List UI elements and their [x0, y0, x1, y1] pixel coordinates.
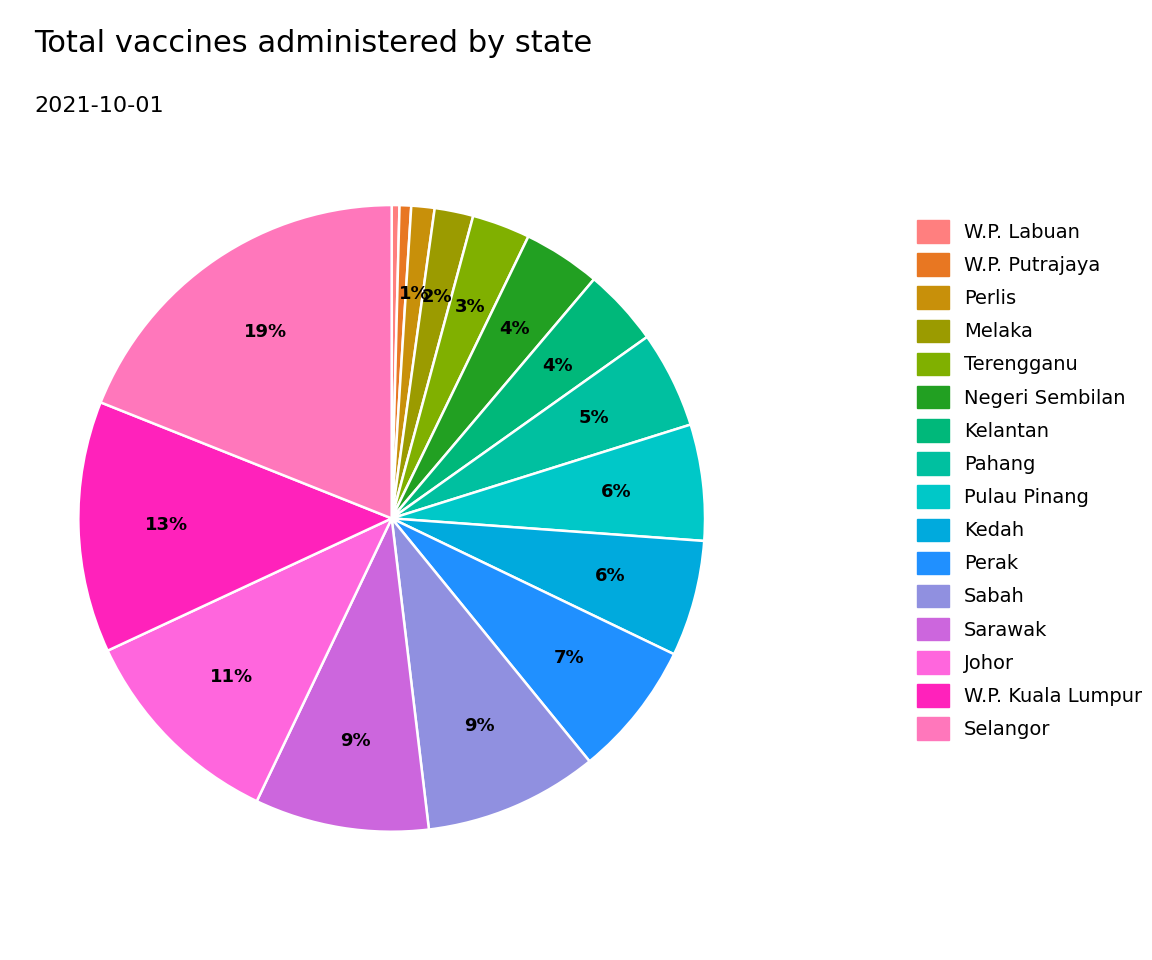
Text: 3%: 3%	[455, 298, 486, 316]
Wedge shape	[107, 518, 392, 802]
Wedge shape	[392, 205, 400, 518]
Wedge shape	[392, 236, 594, 518]
Text: 5%: 5%	[578, 409, 609, 427]
Wedge shape	[392, 208, 473, 518]
Wedge shape	[392, 205, 411, 518]
Wedge shape	[392, 279, 647, 518]
Wedge shape	[392, 205, 434, 518]
Text: 9%: 9%	[340, 732, 371, 750]
Wedge shape	[392, 424, 705, 541]
Text: 4%: 4%	[500, 321, 530, 338]
Text: 13%: 13%	[145, 516, 188, 534]
Wedge shape	[257, 518, 429, 831]
Wedge shape	[392, 518, 674, 761]
Wedge shape	[392, 518, 590, 829]
Text: 2021-10-01: 2021-10-01	[35, 96, 165, 116]
Wedge shape	[100, 205, 392, 518]
Wedge shape	[78, 402, 392, 651]
Text: 9%: 9%	[464, 717, 495, 735]
Text: 11%: 11%	[210, 668, 253, 686]
Text: 2%: 2%	[422, 288, 452, 306]
Text: 6%: 6%	[594, 567, 626, 586]
Text: Total vaccines administered by state: Total vaccines administered by state	[35, 29, 593, 58]
Wedge shape	[392, 337, 691, 518]
Wedge shape	[392, 216, 529, 518]
Text: 7%: 7%	[553, 649, 584, 667]
Wedge shape	[392, 518, 704, 654]
Text: 4%: 4%	[543, 357, 574, 374]
Text: 6%: 6%	[600, 483, 631, 501]
Text: 19%: 19%	[243, 323, 287, 341]
Legend: W.P. Labuan, W.P. Putrajaya, Perlis, Melaka, Terengganu, Negeri Sembilan, Kelant: W.P. Labuan, W.P. Putrajaya, Perlis, Mel…	[917, 220, 1143, 740]
Text: 1%: 1%	[399, 285, 430, 303]
